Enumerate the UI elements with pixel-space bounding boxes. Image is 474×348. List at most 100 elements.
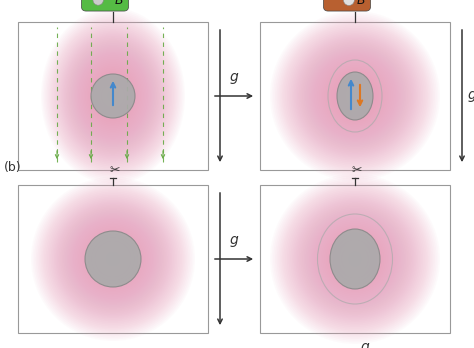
Ellipse shape xyxy=(345,86,365,106)
Ellipse shape xyxy=(341,245,369,272)
Bar xyxy=(260,185,450,333)
Ellipse shape xyxy=(337,72,373,120)
Ellipse shape xyxy=(350,90,359,102)
Ellipse shape xyxy=(302,206,408,312)
Ellipse shape xyxy=(101,247,125,270)
Ellipse shape xyxy=(96,75,130,117)
Ellipse shape xyxy=(75,221,151,297)
Ellipse shape xyxy=(297,201,413,317)
Ellipse shape xyxy=(348,252,362,266)
Ellipse shape xyxy=(346,84,364,108)
Ellipse shape xyxy=(75,50,150,142)
Ellipse shape xyxy=(97,243,129,275)
Ellipse shape xyxy=(55,201,170,316)
Ellipse shape xyxy=(78,54,147,138)
Ellipse shape xyxy=(111,258,115,261)
Ellipse shape xyxy=(85,231,141,287)
Text: ✂: ✂ xyxy=(352,165,362,177)
Ellipse shape xyxy=(58,29,168,163)
Ellipse shape xyxy=(329,71,381,121)
Ellipse shape xyxy=(80,226,146,292)
Ellipse shape xyxy=(84,61,142,131)
Ellipse shape xyxy=(340,244,370,274)
Ellipse shape xyxy=(109,256,116,262)
Ellipse shape xyxy=(323,227,387,291)
Ellipse shape xyxy=(323,64,387,128)
Ellipse shape xyxy=(328,69,382,123)
Text: $g$: $g$ xyxy=(360,340,370,348)
Ellipse shape xyxy=(52,198,173,320)
Ellipse shape xyxy=(348,87,362,105)
Ellipse shape xyxy=(329,234,381,285)
Ellipse shape xyxy=(64,36,162,156)
FancyBboxPatch shape xyxy=(323,0,371,11)
Ellipse shape xyxy=(71,45,155,147)
Ellipse shape xyxy=(67,40,159,152)
Ellipse shape xyxy=(319,60,391,132)
Ellipse shape xyxy=(336,77,374,115)
Text: $\mathit{B}$: $\mathit{B}$ xyxy=(356,0,366,7)
Ellipse shape xyxy=(312,54,398,139)
Ellipse shape xyxy=(102,85,124,107)
Ellipse shape xyxy=(292,196,418,322)
Ellipse shape xyxy=(99,245,127,273)
Ellipse shape xyxy=(88,235,137,284)
Ellipse shape xyxy=(340,81,370,111)
Ellipse shape xyxy=(105,251,121,267)
Ellipse shape xyxy=(87,233,139,285)
Ellipse shape xyxy=(97,79,129,112)
Ellipse shape xyxy=(299,203,411,315)
Ellipse shape xyxy=(324,228,386,290)
Ellipse shape xyxy=(100,80,126,112)
Ellipse shape xyxy=(105,88,121,104)
Ellipse shape xyxy=(291,31,419,160)
Ellipse shape xyxy=(65,212,161,307)
Ellipse shape xyxy=(312,216,398,301)
Ellipse shape xyxy=(77,52,149,140)
Ellipse shape xyxy=(314,218,396,300)
Ellipse shape xyxy=(69,215,157,303)
Ellipse shape xyxy=(82,228,144,290)
Ellipse shape xyxy=(345,249,365,269)
Ellipse shape xyxy=(343,244,367,274)
Ellipse shape xyxy=(108,254,118,264)
Ellipse shape xyxy=(95,242,130,277)
Ellipse shape xyxy=(324,65,386,127)
Ellipse shape xyxy=(107,89,119,103)
Ellipse shape xyxy=(292,33,418,159)
Ellipse shape xyxy=(108,90,118,102)
Ellipse shape xyxy=(306,210,404,308)
Ellipse shape xyxy=(318,222,392,296)
Ellipse shape xyxy=(110,93,116,100)
Ellipse shape xyxy=(335,239,375,279)
Ellipse shape xyxy=(294,35,416,157)
Ellipse shape xyxy=(83,59,143,133)
Ellipse shape xyxy=(331,235,379,283)
Ellipse shape xyxy=(74,48,152,143)
Ellipse shape xyxy=(309,213,401,305)
Ellipse shape xyxy=(295,199,414,318)
Ellipse shape xyxy=(339,75,371,117)
Ellipse shape xyxy=(91,74,135,118)
Ellipse shape xyxy=(308,48,402,144)
Circle shape xyxy=(93,0,103,5)
Ellipse shape xyxy=(82,57,145,135)
Ellipse shape xyxy=(89,235,137,284)
Ellipse shape xyxy=(314,55,396,137)
Ellipse shape xyxy=(60,31,166,161)
Ellipse shape xyxy=(85,231,141,287)
Text: $g$: $g$ xyxy=(467,88,474,103)
Ellipse shape xyxy=(352,93,358,100)
Ellipse shape xyxy=(302,43,408,149)
Ellipse shape xyxy=(103,249,123,269)
Ellipse shape xyxy=(90,68,136,124)
Ellipse shape xyxy=(109,91,118,101)
Ellipse shape xyxy=(346,251,364,268)
Ellipse shape xyxy=(333,74,377,118)
Ellipse shape xyxy=(91,74,135,118)
Ellipse shape xyxy=(106,87,120,105)
Ellipse shape xyxy=(304,208,406,310)
Ellipse shape xyxy=(335,76,375,116)
Text: $\mathit{B}$: $\mathit{B}$ xyxy=(114,0,124,7)
Ellipse shape xyxy=(316,57,394,135)
